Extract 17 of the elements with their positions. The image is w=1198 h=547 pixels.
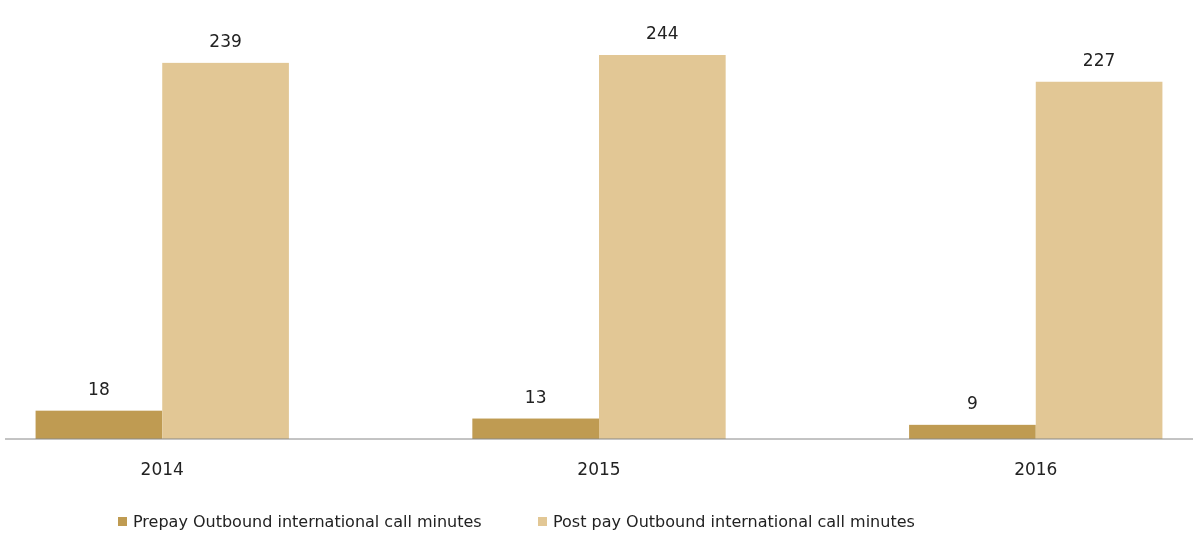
bar [472,418,599,439]
legend-label: Post pay Outbound international call minutes [553,512,915,531]
x-tick-label: 2016 [1014,459,1058,479]
bar [35,410,163,439]
data-label: 9 [967,392,978,413]
x-tick-label: 2015 [577,459,621,479]
bar [909,424,1036,439]
legend-label: Prepay Outbound international call minutes [133,512,482,531]
data-label: 227 [1082,49,1116,70]
x-tick-label: 2014 [140,459,184,479]
bar [162,62,289,439]
data-label: 13 [524,386,547,407]
data-label: 244 [646,23,679,43]
data-label: 239 [209,30,242,51]
bar [599,55,726,439]
bar [1035,81,1163,439]
data-label: 18 [88,378,110,399]
